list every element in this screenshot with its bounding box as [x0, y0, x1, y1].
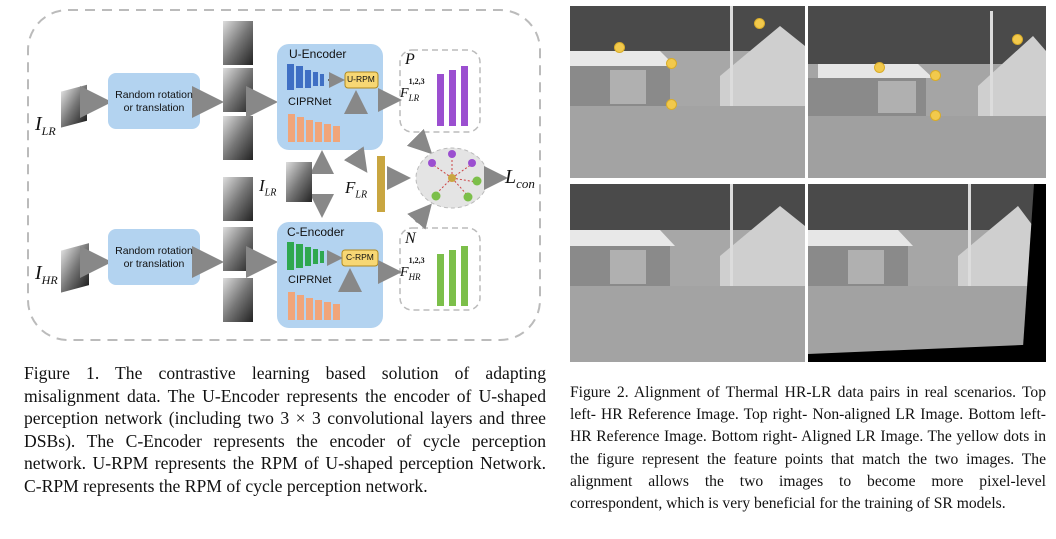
u-encoder-salmon-layers	[288, 114, 340, 142]
middle-feature-bar	[377, 156, 385, 212]
contrastive-circle	[415, 147, 489, 209]
negative-set-label: N	[405, 230, 416, 247]
outer-dashed-frame	[27, 9, 541, 341]
input-hr-thumbnail	[61, 243, 89, 293]
u-encoder-label: U-Encoder	[289, 47, 347, 61]
input-hr-label: IHR	[35, 262, 58, 287]
hr-reference-image-top	[570, 6, 805, 178]
u-rpm-box	[344, 71, 379, 89]
augment-box-bottom	[108, 229, 200, 285]
figure-2-caption: Figure 2. Alignment of Thermal HR-LR dat…	[570, 384, 1046, 513]
augment-label-top: Random rotation or translation	[115, 89, 193, 114]
lr-features-label: F 1,2,3 LR	[400, 77, 425, 103]
figure-1-caption: Figure 1. The contrastive learning based…	[24, 363, 546, 496]
non-aligned-lr-image	[808, 6, 1046, 178]
hr-features-label: F 1,2,3 HR	[400, 256, 425, 282]
u-encoder-blue-layers	[287, 64, 324, 90]
augmented-images-top	[223, 21, 253, 160]
figure-1-diagram: ILR IHR Random rotation or translation R…	[0, 0, 555, 345]
hr-reference-image-bottom	[570, 184, 805, 362]
lr-feature-bars	[437, 66, 468, 126]
c-rpm-label: C-RPM	[346, 252, 374, 262]
ciprnet-label-bottom: CIPRNet	[288, 274, 332, 286]
augment-label-bottom: Random rotation or translation	[115, 245, 193, 270]
c-encoder-salmon-layers	[288, 292, 340, 320]
ciprnet-label-top: CIPRNet	[288, 96, 332, 108]
input-lr-label: ILR	[35, 113, 56, 138]
middle-lr-label: ILR	[259, 176, 277, 199]
contrastive-loss-label: Lcon	[505, 166, 535, 191]
input-lr-thumbnail	[61, 84, 87, 128]
c-encoder-green-layers	[287, 242, 324, 270]
aligned-lr-image	[808, 184, 1046, 362]
positive-set-label: P	[405, 51, 415, 68]
augment-box-top	[108, 73, 200, 129]
c-encoder-label: C-Encoder	[287, 225, 345, 239]
middle-feature-label: FLR	[345, 178, 368, 201]
middle-lr-thumbnail	[286, 162, 312, 202]
u-rpm-label: U-RPM	[347, 74, 375, 84]
hr-feature-bars	[437, 246, 468, 306]
augmented-images-bottom	[223, 177, 253, 322]
